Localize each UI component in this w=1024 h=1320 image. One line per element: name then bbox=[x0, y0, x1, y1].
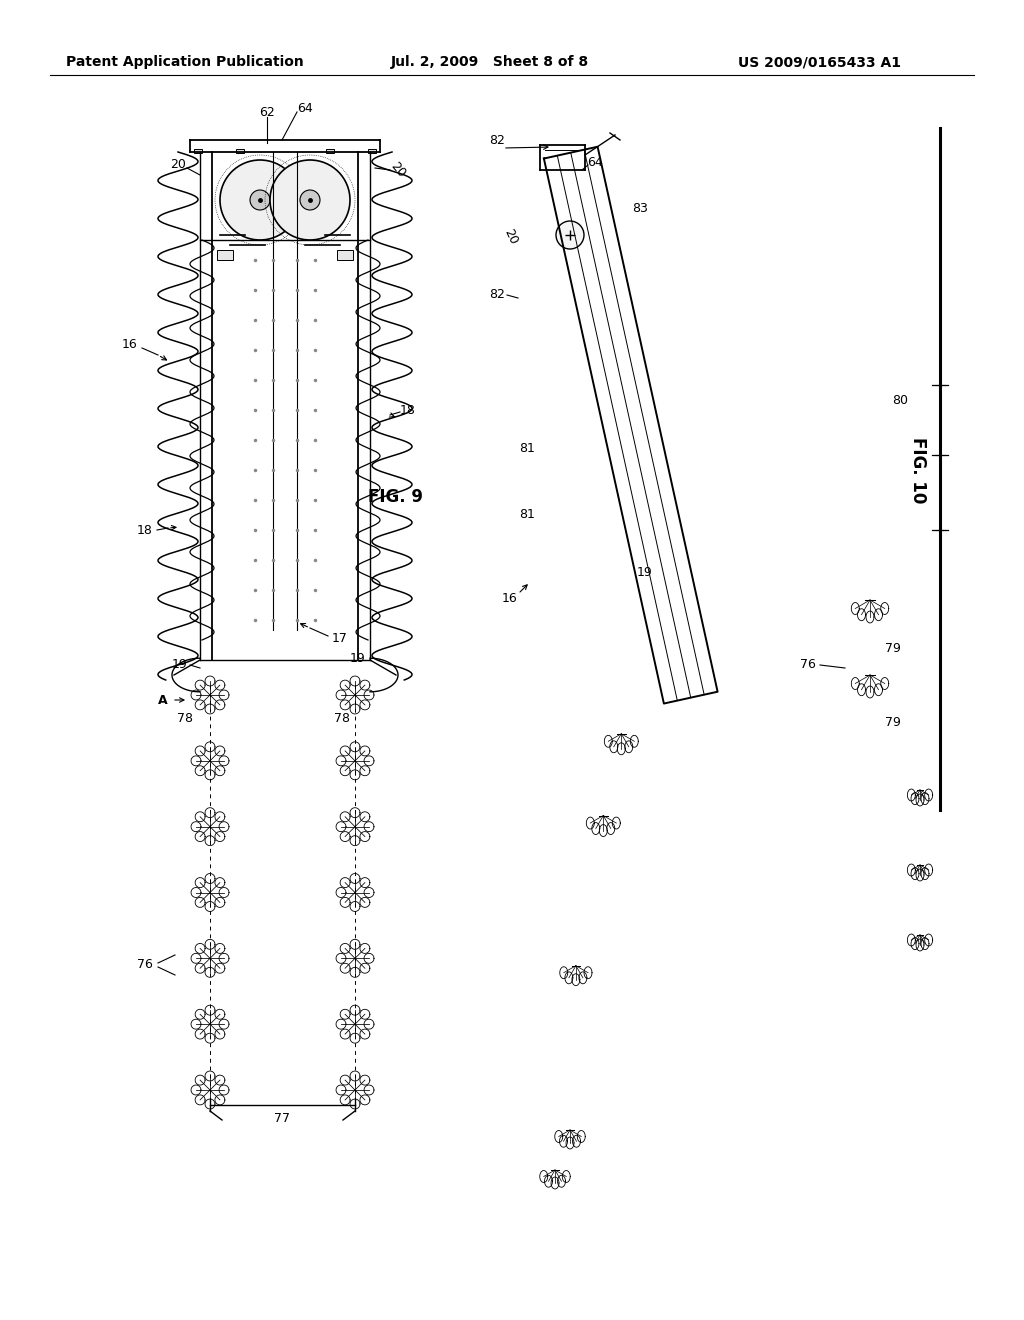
Text: 82: 82 bbox=[489, 133, 505, 147]
Text: 81: 81 bbox=[519, 441, 535, 454]
Bar bbox=[236, 149, 244, 153]
Text: 80: 80 bbox=[892, 393, 908, 407]
Text: 62: 62 bbox=[259, 106, 274, 119]
Text: 20: 20 bbox=[502, 227, 520, 247]
Text: 82: 82 bbox=[489, 289, 505, 301]
Text: 19: 19 bbox=[637, 566, 653, 579]
Text: 19: 19 bbox=[172, 659, 187, 672]
Text: 77: 77 bbox=[274, 1111, 290, 1125]
Text: 19: 19 bbox=[350, 652, 366, 664]
Text: Patent Application Publication: Patent Application Publication bbox=[67, 55, 304, 69]
Text: 16: 16 bbox=[122, 338, 138, 351]
Circle shape bbox=[300, 190, 319, 210]
Text: FIG. 9: FIG. 9 bbox=[368, 488, 423, 506]
Text: 79: 79 bbox=[885, 642, 901, 655]
Bar bbox=[217, 249, 233, 260]
Text: 20: 20 bbox=[388, 160, 409, 181]
Circle shape bbox=[270, 160, 350, 240]
Text: 81: 81 bbox=[519, 508, 535, 521]
Text: A: A bbox=[158, 693, 168, 706]
Text: 18: 18 bbox=[400, 404, 416, 417]
Bar bbox=[337, 249, 353, 260]
Bar bbox=[326, 149, 334, 153]
Text: 83: 83 bbox=[632, 202, 648, 214]
Text: 16: 16 bbox=[502, 591, 518, 605]
Text: 76: 76 bbox=[137, 958, 153, 972]
Text: 76: 76 bbox=[800, 659, 816, 672]
Text: 20: 20 bbox=[170, 158, 186, 172]
Bar bbox=[368, 149, 376, 153]
Text: 17: 17 bbox=[332, 631, 348, 644]
Bar bbox=[194, 149, 202, 153]
Circle shape bbox=[556, 220, 584, 249]
Text: 78: 78 bbox=[334, 711, 350, 725]
Circle shape bbox=[250, 190, 270, 210]
Text: 64: 64 bbox=[297, 102, 313, 115]
Text: 79: 79 bbox=[885, 715, 901, 729]
Text: Jul. 2, 2009   Sheet 8 of 8: Jul. 2, 2009 Sheet 8 of 8 bbox=[391, 55, 589, 69]
Circle shape bbox=[220, 160, 300, 240]
Text: FIG. 10: FIG. 10 bbox=[909, 437, 927, 503]
Text: 18: 18 bbox=[137, 524, 153, 536]
Text: 78: 78 bbox=[177, 711, 193, 725]
Text: 64: 64 bbox=[587, 156, 603, 169]
Text: US 2009/0165433 A1: US 2009/0165433 A1 bbox=[738, 55, 901, 69]
